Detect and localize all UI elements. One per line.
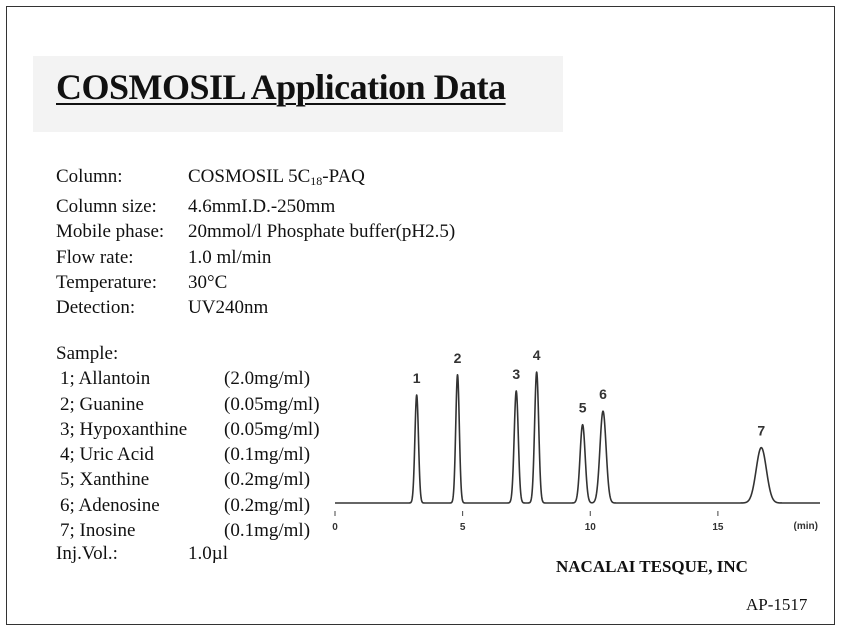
peak-label: 7 [757,423,765,439]
condition-label: Mobile phase: [56,221,165,243]
title-background [33,56,563,132]
condition-label: Column size: [56,196,157,218]
peak-label: 5 [579,400,587,416]
condition-value: UV240nm [188,297,269,319]
condition-label: Flow rate: [56,246,134,268]
injection-label: Inj.Vol.: [56,543,118,564]
sample-concentration: (0.2mg/ml) [224,469,311,491]
sample-name: 5; Xanthine [60,469,150,491]
document-code: AP-1517 [746,595,808,614]
sample-item: 1; Allantoin (2.0mg/ml) [56,366,320,391]
condition-label: Column: [56,166,123,187]
sample-item: 2; Guanine (0.05mg/ml) [56,392,320,417]
condition-value: COSMOSIL 5C18-PAQ [188,166,365,188]
condition-row-column: Column: COSMOSIL 5C18-PAQ [56,164,455,194]
x-tick-label: 0 [332,522,338,533]
sample-name: 6; Adenosine [60,494,160,516]
x-tick-label: 5 [460,522,466,533]
condition-row-temperature: Temperature: 30°C [56,270,455,295]
x-tick-label: 15 [712,522,724,533]
peak-label: 6 [599,386,607,402]
x-tick-label: 10 [585,522,597,533]
sample-concentration: (0.05mg/ml) [224,418,320,440]
injection-volume: Inj.Vol.: 1.0µl [56,543,228,565]
peak-label: 4 [533,347,541,363]
sample-item: 6; Adenosine (0.2mg/ml) [56,493,320,518]
sample-heading: Sample: [56,343,119,364]
sample-item: 7; Inosine (0.1mg/ml) [56,518,320,543]
x-axis-unit-label: (min) [794,521,818,532]
injection-value: 1.0µl [188,543,228,564]
sample-concentration: (0.1mg/ml) [224,520,311,542]
chromatogram-trace [334,371,821,504]
condition-value: 1.0 ml/min [188,246,272,268]
sample-name: 7; Inosine [60,520,136,542]
sample-item: 5; Xanthine (0.2mg/ml) [56,467,320,492]
condition-row-column-size: Column size: 4.6mmI.D.-250mm [56,194,455,219]
sample-item: 4; Uric Acid (0.1mg/ml) [56,442,320,467]
sample-name: 1; Allantoin [60,368,151,390]
sample-item: 3; Hypoxanthine (0.05mg/ml) [56,417,320,442]
condition-label: Detection: [56,297,136,319]
condition-value: 4.6mmI.D.-250mm [188,196,336,218]
page-title: COSMOSIL Application Data [56,67,506,107]
condition-value: 20mmol/l Phosphate buffer(pH2.5) [188,221,456,243]
sample-concentration: (0.1mg/ml) [224,444,311,466]
condition-label: Temperature: [56,271,158,293]
page-frame [6,6,835,625]
sample-block: Sample: 1; Allantoin (2.0mg/ml) 2; Guanin… [56,341,320,543]
sample-name: 4; Uric Acid [60,444,154,466]
peak-label: 1 [413,370,421,386]
company-name: NACALAI TESQUE, INC [556,557,748,576]
peak-label: 3 [512,366,520,382]
sample-name: 3; Hypoxanthine [60,418,188,440]
condition-row-detection: Detection: UV240nm [56,295,455,320]
sample-concentration: (0.2mg/ml) [224,494,311,516]
condition-row-mobile-phase: Mobile phase: 20mmol/l Phosphate buffer(… [56,219,455,244]
sample-concentration: (0.05mg/ml) [224,393,320,415]
sample-concentration: (2.0mg/ml) [224,368,311,390]
condition-row-flow-rate: Flow rate: 1.0 ml/min [56,245,455,270]
peak-label: 2 [454,350,462,366]
sample-name: 2; Guanine [60,393,144,415]
condition-value: 30°C [188,271,228,293]
conditions-block: Column: COSMOSIL 5C18-PAQ Column size: 4… [56,164,455,320]
